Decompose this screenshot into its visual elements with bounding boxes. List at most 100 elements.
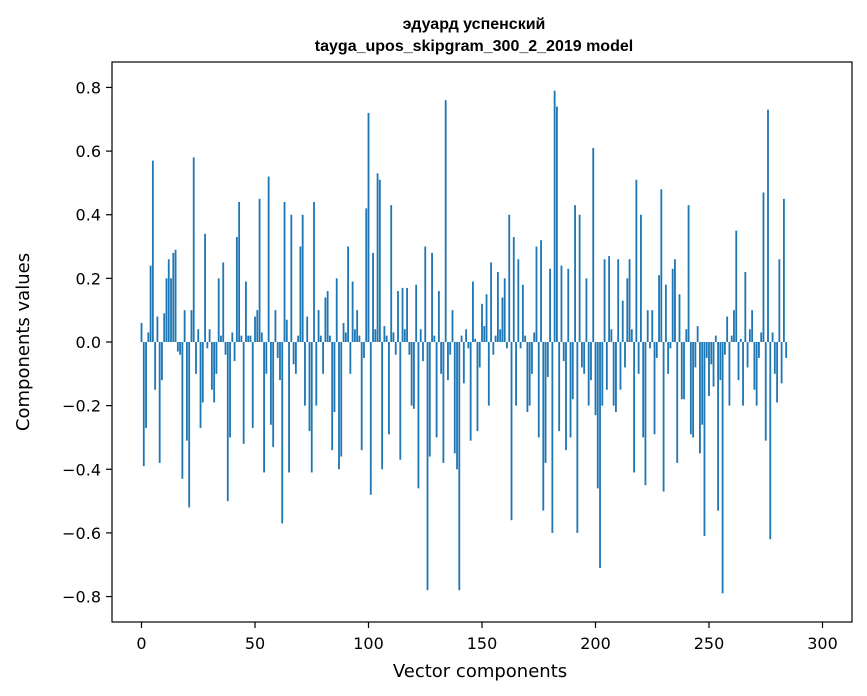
bar-74 bbox=[308, 342, 311, 432]
bar-159 bbox=[501, 297, 504, 342]
bar-208 bbox=[612, 342, 615, 406]
bar-251 bbox=[710, 342, 713, 365]
bar-64 bbox=[285, 319, 288, 342]
bar-156 bbox=[494, 335, 497, 342]
bar-220 bbox=[639, 214, 642, 342]
bar-250 bbox=[708, 342, 710, 397]
bar-194 bbox=[580, 342, 583, 368]
bar-175 bbox=[537, 342, 540, 438]
bar-22 bbox=[190, 310, 193, 342]
bar-95 bbox=[356, 310, 359, 342]
bar-279 bbox=[773, 342, 776, 374]
bar-276 bbox=[767, 109, 769, 342]
y-tick-label: 0.0 bbox=[76, 333, 101, 352]
bar-50 bbox=[254, 316, 256, 342]
bar-144 bbox=[467, 342, 470, 349]
bar-186 bbox=[562, 342, 565, 362]
bar-147 bbox=[474, 338, 477, 342]
bar-166 bbox=[517, 259, 520, 342]
x-tick-label: 200 bbox=[580, 634, 611, 653]
bars-group bbox=[140, 90, 788, 594]
bar-119 bbox=[410, 342, 413, 406]
bar-140 bbox=[458, 342, 461, 591]
bar-122 bbox=[417, 342, 420, 489]
bar-56 bbox=[267, 176, 270, 342]
bar-41 bbox=[233, 342, 236, 362]
bar-8 bbox=[158, 342, 161, 463]
y-tick-label: 0.2 bbox=[76, 269, 101, 288]
bar-173 bbox=[533, 332, 536, 342]
bar-206 bbox=[608, 256, 611, 342]
bar-207 bbox=[610, 329, 613, 342]
x-axis-label: Vector components bbox=[393, 661, 567, 682]
bar-185 bbox=[560, 265, 563, 342]
x-tick-label: 300 bbox=[807, 634, 838, 653]
y-tick-label: −0.6 bbox=[62, 524, 101, 543]
bar-125 bbox=[424, 246, 427, 342]
bar-69 bbox=[297, 335, 300, 342]
bar-174 bbox=[535, 246, 538, 342]
bar-94 bbox=[353, 329, 356, 342]
bar-278 bbox=[771, 332, 774, 342]
bar-213 bbox=[624, 342, 626, 368]
bar-104 bbox=[376, 173, 379, 342]
bar-151 bbox=[483, 326, 486, 342]
bar-132 bbox=[440, 342, 443, 374]
bar-88 bbox=[340, 342, 343, 457]
bar-216 bbox=[630, 329, 633, 342]
bar-16 bbox=[176, 342, 179, 352]
bar-211 bbox=[619, 342, 622, 390]
bar-161 bbox=[506, 342, 508, 349]
bar-100 bbox=[367, 112, 370, 342]
bar-20 bbox=[186, 342, 188, 441]
bar-252 bbox=[712, 342, 715, 387]
bar-245 bbox=[696, 326, 699, 342]
x-tick-label: 50 bbox=[245, 634, 265, 653]
y-tick-label: 0.4 bbox=[76, 206, 101, 225]
bar-114 bbox=[399, 342, 402, 460]
bar-93 bbox=[351, 281, 354, 342]
bar-112 bbox=[394, 342, 397, 355]
bar-164 bbox=[512, 237, 515, 342]
bar-35 bbox=[220, 335, 222, 342]
bar-172 bbox=[531, 342, 533, 374]
bar-201 bbox=[596, 342, 599, 489]
bar-218 bbox=[635, 179, 638, 342]
bar-191 bbox=[574, 205, 576, 342]
bar-61 bbox=[279, 342, 281, 381]
bar-106 bbox=[381, 342, 384, 470]
bar-40 bbox=[231, 332, 234, 342]
bar-73 bbox=[306, 316, 309, 342]
bar-2 bbox=[145, 342, 147, 428]
bar-184 bbox=[558, 342, 561, 432]
bar-236 bbox=[676, 342, 679, 463]
bar-262 bbox=[735, 230, 738, 342]
bar-39 bbox=[229, 342, 231, 438]
bar-89 bbox=[342, 322, 345, 342]
bar-141 bbox=[460, 335, 463, 342]
bar-90 bbox=[344, 332, 347, 342]
bar-198 bbox=[590, 342, 592, 381]
bar-187 bbox=[565, 342, 567, 451]
bar-34 bbox=[217, 278, 220, 342]
chart-title-line1: эдуард успенский bbox=[403, 16, 546, 33]
bar-221 bbox=[642, 342, 645, 438]
bar-180 bbox=[549, 268, 552, 342]
bar-72 bbox=[304, 342, 306, 406]
bar-110 bbox=[390, 205, 393, 342]
bar-193 bbox=[578, 214, 581, 342]
y-tick-label: −0.4 bbox=[62, 460, 101, 479]
bar-67 bbox=[292, 342, 295, 365]
bar-202 bbox=[599, 342, 601, 568]
bar-273 bbox=[760, 332, 763, 342]
bar-101 bbox=[369, 342, 372, 495]
x-tick-label: 0 bbox=[136, 634, 146, 653]
bar-199 bbox=[592, 147, 595, 342]
bar-51 bbox=[256, 310, 259, 342]
bar-127 bbox=[428, 342, 431, 457]
bar-10 bbox=[163, 313, 166, 342]
bar-107 bbox=[383, 326, 386, 342]
bar-97 bbox=[360, 342, 363, 451]
bar-226 bbox=[653, 342, 656, 435]
